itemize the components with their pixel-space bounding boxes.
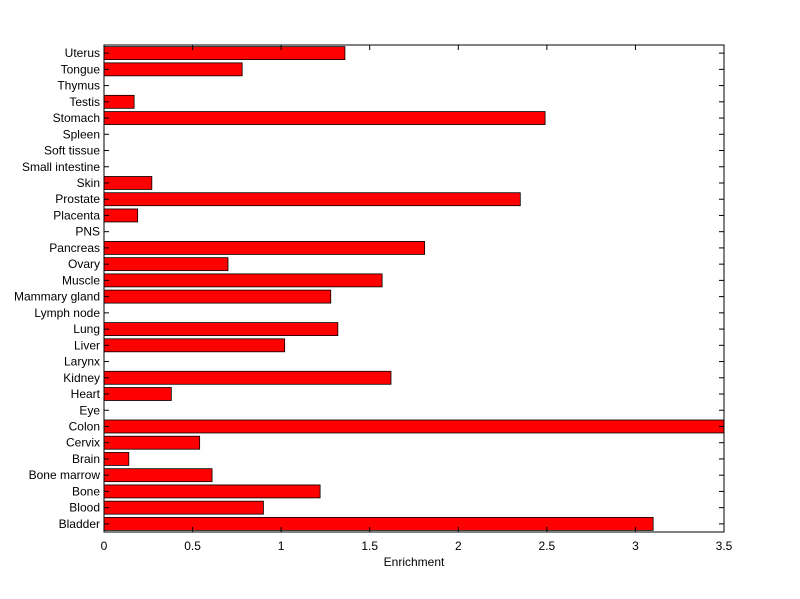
y-tick-label: Testis	[69, 95, 100, 109]
y-tick-label: Mammary gland	[14, 290, 100, 304]
plot-frame	[103, 44, 725, 533]
bar-skin	[103, 176, 153, 190]
bar-ovary	[103, 257, 229, 272]
y-tick-label: Cervix	[66, 436, 100, 450]
x-tick-label: 1.5	[361, 539, 378, 553]
bar-blood	[103, 500, 264, 515]
bar-lung	[103, 322, 339, 336]
y-tick-label: Muscle	[62, 273, 100, 287]
y-tick-label: Small intestine	[22, 160, 100, 174]
y-tick-label: PNS	[75, 225, 100, 239]
y-tick-label: Stomach	[53, 111, 100, 125]
y-tick-label: Larynx	[64, 355, 100, 369]
y-tick-label: Tongue	[61, 62, 101, 76]
y-tick-label: Ovary	[68, 257, 100, 271]
bar-kidney	[103, 370, 392, 385]
y-tick-label: Liver	[74, 338, 100, 352]
bar-cervix	[103, 435, 201, 450]
y-tick-label: Bladder	[59, 517, 100, 531]
x-tick-label: 3	[632, 539, 639, 553]
y-tick-label: Placenta	[53, 208, 100, 222]
y-tick-label: Heart	[71, 387, 101, 401]
bars-group	[103, 46, 725, 531]
bar-mammary-gland	[103, 289, 332, 304]
bar-placenta	[103, 208, 139, 223]
y-tick-label: Thymus	[57, 79, 100, 93]
y-ticks-group: Bladder Blood Bone Bone marrow Brain Cervix Co…	[14, 46, 724, 531]
bar-liver	[103, 338, 286, 353]
y-tick-label: Prostate	[55, 192, 100, 206]
x-tick-label: 1	[278, 539, 285, 553]
x-tick-label: 0	[101, 539, 108, 553]
y-tick-label: Brain	[72, 452, 100, 466]
x-tick-label: 0.5	[184, 539, 201, 553]
bar-uterus	[103, 46, 346, 61]
bar-tongue	[103, 62, 243, 77]
bar-prostate	[103, 192, 521, 207]
y-tick-label: Uterus	[65, 46, 100, 60]
bar-bone-marrow	[103, 468, 213, 483]
x-tick-label: 2.5	[539, 539, 556, 553]
y-tick-label: Soft tissue	[44, 144, 100, 158]
y-tick-label: Skin	[77, 176, 100, 190]
bar-colon	[103, 419, 725, 434]
y-tick-label: Bone marrow	[29, 468, 101, 482]
y-tick-label: Blood	[69, 501, 100, 515]
y-tick-label: Spleen	[63, 127, 100, 141]
x-tick-label: 2	[455, 539, 462, 553]
y-tick-label: Kidney	[63, 371, 100, 385]
bar-heart	[103, 387, 172, 401]
y-tick-label: Lymph node	[34, 306, 100, 320]
bar-muscle	[103, 273, 383, 288]
bar-bladder	[103, 516, 654, 531]
y-tick-label: Lung	[73, 322, 100, 336]
y-tick-label: Colon	[69, 419, 100, 433]
y-tick-label: Bone	[72, 484, 100, 498]
x-axis-label: Enrichment	[384, 555, 445, 569]
x-tick-label: 3.5	[716, 539, 733, 553]
y-tick-label: Pancreas	[49, 241, 100, 255]
bar-pancreas	[103, 241, 426, 255]
y-tick-label: Eye	[79, 403, 100, 417]
bar-bone	[103, 484, 321, 499]
bar-stomach	[103, 111, 546, 125]
